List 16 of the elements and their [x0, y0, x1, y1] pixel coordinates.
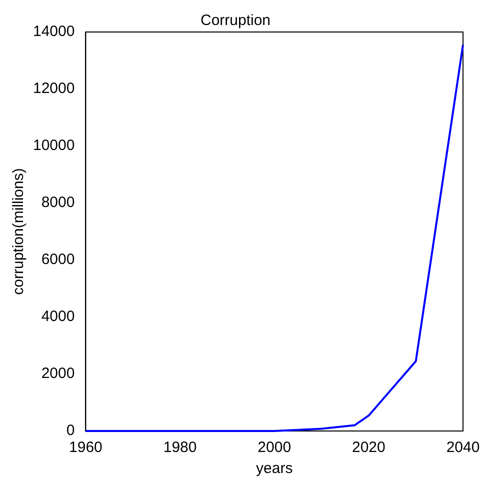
- y-tick-label: 6000: [41, 251, 75, 268]
- x-tick-label: 2040: [446, 439, 480, 456]
- y-tick-label: 0: [66, 422, 75, 440]
- x-tick-label: 2000: [258, 439, 292, 456]
- chart-title: Corruption: [200, 12, 271, 30]
- x-tick-label: 1980: [163, 439, 197, 456]
- y-axis-title: corruption(millions): [10, 168, 28, 295]
- y-tick-label: 8000: [41, 194, 75, 212]
- y-tick-label: 4000: [41, 308, 75, 326]
- y-tick-label: 10000: [32, 137, 75, 154]
- y-tick-label: 12000: [32, 80, 75, 98]
- x-axis-title: years: [256, 460, 293, 478]
- y-tick-label: 2000: [41, 365, 75, 382]
- x-tick-label: 1960: [69, 439, 102, 456]
- y-tick-label: 14000: [32, 23, 75, 40]
- x-tick-label: 2020: [352, 439, 386, 456]
